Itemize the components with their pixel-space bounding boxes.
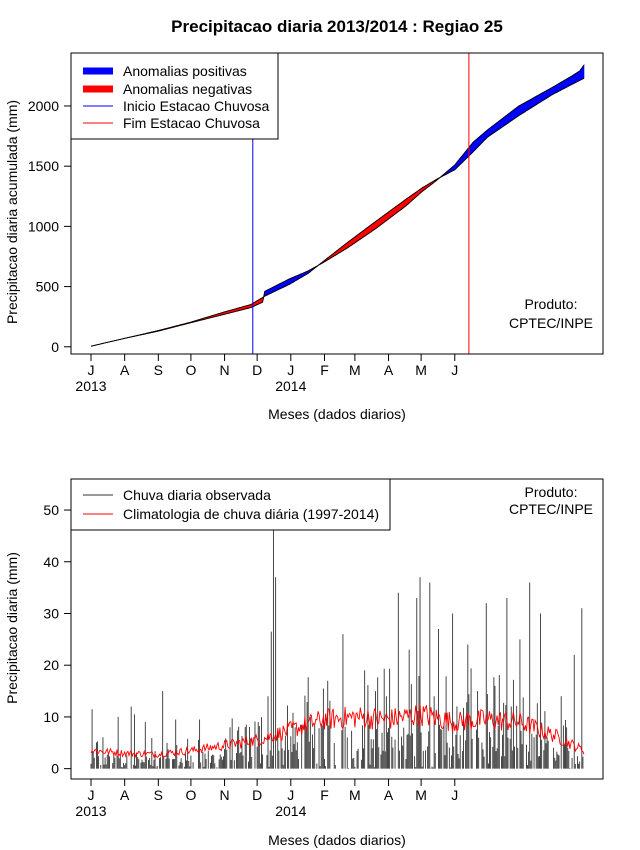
legend-label-observed: Chuva diaria observada bbox=[123, 487, 271, 503]
daily-x-tick-label: J bbox=[88, 787, 95, 803]
daily-year-label: 2014 bbox=[275, 803, 306, 819]
daily-x-tick-label: J bbox=[287, 787, 294, 803]
cumulative-year-label: 2014 bbox=[275, 378, 306, 394]
cumulative-year-label: 2013 bbox=[75, 378, 106, 394]
daily-y-axis: 0 10 20 30 40 50 bbox=[43, 502, 72, 777]
cumulative-y-tick-label: 1500 bbox=[28, 158, 59, 174]
cumulative-x-axis-label: Meses (dados diarios) bbox=[268, 406, 406, 422]
cumulative-x-tick-label: F bbox=[320, 362, 329, 378]
cumulative-y-tick-label: 500 bbox=[36, 279, 60, 295]
daily-x-tick-label: O bbox=[185, 787, 196, 803]
cumulative-y-tick-label: 0 bbox=[51, 339, 59, 355]
daily-x-axis-label: Meses (dados diarios) bbox=[268, 832, 406, 848]
chart-title: Precipitacao diaria 2013/2014 : Regiao 2… bbox=[171, 17, 503, 36]
daily-climatology-line bbox=[90, 703, 585, 759]
daily-year-label: 2013 bbox=[75, 803, 106, 819]
observed-cumulative-line bbox=[90, 64, 585, 347]
daily-x-tick-label: A bbox=[384, 787, 394, 803]
cumulative-x-tick-label: M bbox=[349, 362, 361, 378]
cumulative-x-tick-label: M bbox=[415, 362, 427, 378]
daily-x-tick-label: J bbox=[451, 787, 458, 803]
cumulative-x-tick-label: O bbox=[185, 362, 196, 378]
daily-y-axis-label: Precipitacao diaria (mm) bbox=[4, 552, 20, 704]
daily-x-tick-label: F bbox=[320, 787, 329, 803]
cumulative-legend-box bbox=[70, 52, 279, 140]
anomaly-positive-segment bbox=[582, 64, 585, 80]
cumulative-x-tick-label: D bbox=[252, 362, 262, 378]
daily-legend-box bbox=[70, 478, 391, 531]
daily-y-tick-label: 0 bbox=[51, 761, 59, 777]
cumulative-y-tick-label: 2000 bbox=[28, 98, 59, 114]
cumulative-x-tick-label: J bbox=[451, 362, 458, 378]
cumulative-x-tick-label: J bbox=[88, 362, 95, 378]
cumulative-y-axis-label: Precipitacao diaria acumulada (mm) bbox=[4, 100, 20, 324]
cumulative-annotation-produto: Produto: bbox=[525, 296, 578, 312]
legend-label-climatology: Climatologia de chuva diária (1997-2014) bbox=[123, 506, 379, 522]
cumulative-plot-area bbox=[90, 53, 585, 354]
cumulative-legend: Anomalias positivas Anomalias negativas … bbox=[70, 52, 279, 140]
cumulative-annotation-cptec: CPTEC/INPE bbox=[509, 315, 593, 331]
daily-annotation-produto: Produto: bbox=[525, 484, 578, 500]
legend-label-positive: Anomalias positivas bbox=[123, 63, 247, 79]
daily-annotation-cptec: CPTEC/INPE bbox=[509, 501, 593, 517]
cumulative-y-axis: 0 500 1000 1500 2000 bbox=[28, 98, 72, 355]
daily-x-tick-label: N bbox=[220, 787, 230, 803]
daily-y-tick-label: 30 bbox=[43, 605, 59, 621]
cumulative-x-tick-label: J bbox=[287, 362, 294, 378]
daily-plot-area bbox=[90, 525, 585, 769]
cumulative-y-tick-label: 1000 bbox=[28, 218, 59, 234]
cumulative-x-tick-label: N bbox=[220, 362, 230, 378]
legend-label-negative: Anomalias negativas bbox=[123, 81, 252, 97]
daily-y-tick-label: 40 bbox=[43, 554, 59, 570]
cumulative-x-tick-label: S bbox=[154, 362, 163, 378]
legend-label-end: Fim Estacao Chuvosa bbox=[123, 115, 260, 131]
cumulative-x-tick-label: A bbox=[384, 362, 394, 378]
legend-label-start: Inicio Estacao Chuvosa bbox=[123, 98, 270, 114]
daily-y-tick-label: 20 bbox=[43, 657, 59, 673]
daily-x-tick-label: M bbox=[349, 787, 361, 803]
daily-y-tick-label: 10 bbox=[43, 709, 59, 725]
daily-x-tick-label: S bbox=[154, 787, 163, 803]
climatology-cumulative-line bbox=[90, 77, 585, 347]
cumulative-x-tick-label: A bbox=[120, 362, 130, 378]
daily-y-tick-label: 50 bbox=[43, 502, 59, 518]
daily-x-tick-label: D bbox=[252, 787, 262, 803]
daily-legend: Chuva diaria observada Climatologia de c… bbox=[70, 478, 391, 531]
daily-x-tick-label: A bbox=[120, 787, 130, 803]
daily-x-tick-label: M bbox=[415, 787, 427, 803]
